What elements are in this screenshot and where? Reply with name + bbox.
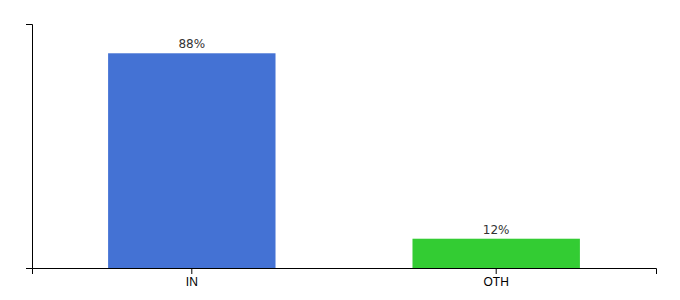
plot-area: IN OTH 88% 12% xyxy=(26,25,657,289)
x-tick-mark xyxy=(191,268,192,274)
bar xyxy=(108,53,275,268)
data-label: 12% xyxy=(483,223,510,237)
bars xyxy=(108,53,580,268)
chart-container: IN OTH 88% 12% xyxy=(0,0,680,300)
x-tick-label: IN xyxy=(186,275,198,289)
y-axis-line xyxy=(26,25,33,269)
chart-svg: IN OTH 88% 12% xyxy=(0,0,680,300)
data-labels: 88% 12% xyxy=(178,37,509,236)
x-tick: OTH xyxy=(484,268,509,289)
data-label: 88% xyxy=(178,37,205,51)
x-tick: IN xyxy=(186,268,198,289)
bar xyxy=(412,239,579,268)
y-axis xyxy=(26,25,33,269)
x-tick-mark xyxy=(496,268,497,274)
x-axis-line xyxy=(33,269,657,275)
x-axis: IN OTH xyxy=(33,268,657,289)
x-tick-label: OTH xyxy=(484,275,509,289)
